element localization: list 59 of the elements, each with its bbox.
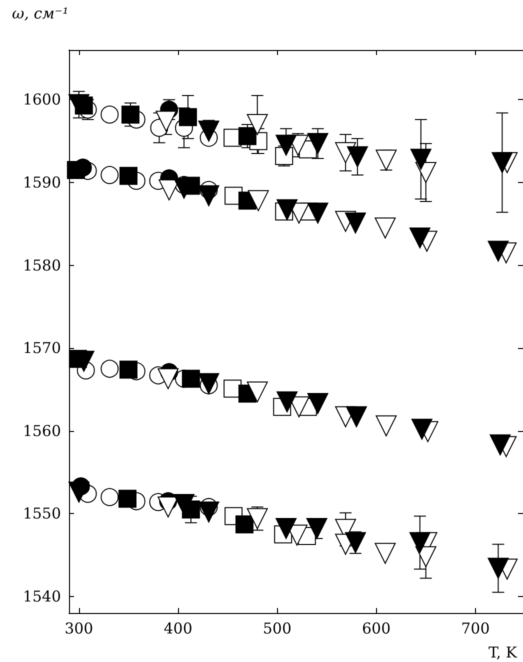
x-tick-label: 500 <box>262 620 292 638</box>
point <box>490 434 511 456</box>
point <box>246 508 268 530</box>
point <box>119 360 138 379</box>
point <box>100 360 119 378</box>
point <box>121 106 140 124</box>
x-tick-label: 300 <box>64 620 94 638</box>
point <box>248 190 269 212</box>
point <box>182 370 200 388</box>
point <box>100 106 119 124</box>
point <box>246 381 268 402</box>
point <box>346 406 367 428</box>
point <box>100 166 119 184</box>
point <box>276 518 297 540</box>
point <box>235 515 254 534</box>
y-tick-label: 1580 <box>22 256 61 274</box>
point <box>100 488 119 506</box>
point <box>68 482 90 503</box>
point <box>411 418 432 440</box>
point <box>178 108 197 126</box>
x-tick-label: 400 <box>164 620 192 638</box>
point <box>306 518 328 540</box>
point <box>409 532 430 554</box>
point <box>118 490 136 508</box>
x-tick-label: 600 <box>362 620 391 638</box>
point <box>276 199 298 220</box>
point <box>198 185 220 206</box>
point <box>376 150 397 171</box>
point <box>276 134 297 156</box>
point <box>198 501 220 522</box>
point <box>492 152 513 174</box>
point <box>409 227 430 248</box>
point <box>410 148 432 170</box>
y-axis-title: ω, см⁻¹ <box>12 4 69 22</box>
point <box>276 391 298 412</box>
point <box>488 558 509 579</box>
x-axis-title: T, K <box>488 644 518 662</box>
y-tick-label: 1600 <box>22 90 61 109</box>
point <box>246 114 268 136</box>
point <box>66 161 85 180</box>
point <box>346 146 368 168</box>
point <box>307 133 328 154</box>
point <box>156 110 177 132</box>
point <box>198 120 220 142</box>
y-tick-label: 1540 <box>22 587 61 606</box>
point <box>68 94 90 116</box>
x-tick-label: 700 <box>461 620 490 638</box>
point <box>238 127 256 146</box>
y-tick-label: 1560 <box>22 422 61 440</box>
point <box>307 393 328 414</box>
y-tick-label: 1590 <box>22 173 61 192</box>
point <box>307 202 328 224</box>
y-tick-label: 1570 <box>22 339 61 358</box>
point <box>344 212 366 234</box>
point <box>158 368 179 390</box>
point <box>344 532 366 554</box>
point <box>488 240 509 262</box>
point <box>119 166 138 185</box>
y-tick-label: 1550 <box>22 504 61 523</box>
